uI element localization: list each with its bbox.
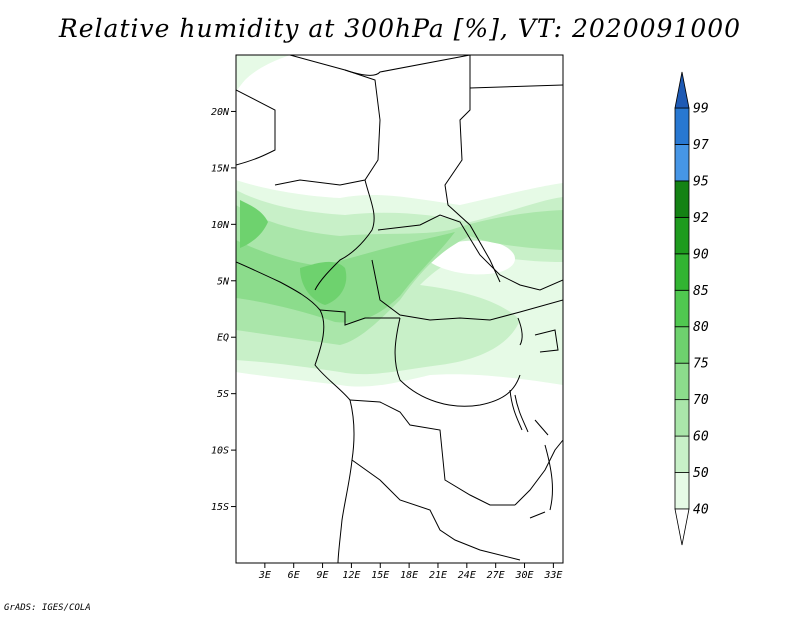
humidity-region-north-50	[236, 55, 290, 92]
border-6	[314, 179, 375, 291]
colorbar-label: 95	[693, 174, 709, 189]
border-1	[236, 89, 276, 166]
colorbar-label: 60	[693, 430, 709, 445]
colorbar-label: 92	[693, 211, 709, 226]
lake-4	[544, 444, 553, 511]
border-9	[319, 309, 400, 326]
colorbar-max-arrow	[674, 71, 690, 109]
lake-1	[509, 389, 523, 431]
lat-tick-label: EQ	[217, 333, 229, 344]
colorbar-label: 50	[693, 466, 709, 481]
colorbar-swatch	[674, 362, 690, 401]
border-11	[349, 399, 515, 506]
humidity-region-85	[240, 200, 268, 248]
lake-7	[534, 329, 559, 353]
lat-tick-label: 5S	[217, 389, 229, 400]
colorbar-swatch	[674, 253, 690, 291]
colorbar-label: 70	[693, 393, 709, 408]
colorbar-swatch	[674, 435, 690, 473]
lake-3	[534, 419, 549, 436]
border-13	[514, 439, 563, 506]
lon-tick-label: 21E	[429, 570, 447, 581]
lon-tick-label: 9E	[317, 570, 329, 581]
lon-tick-label: 3E	[258, 570, 271, 581]
lon-tick-label: 15E	[371, 570, 389, 581]
lat-tick-label: 10N	[211, 220, 230, 231]
latitude-ticks: 20N 15N 10N 5N EQ 5S 10S 15S	[211, 107, 236, 513]
lake-6	[517, 317, 523, 346]
border-3	[344, 55, 471, 76]
colorbar-swatch	[674, 144, 690, 182]
lat-tick-label: 15N	[211, 163, 230, 174]
colorbar-swatch	[674, 289, 690, 328]
lon-tick-label: 27E	[487, 570, 505, 581]
country-borders	[236, 55, 563, 563]
lat-tick-label: 15S	[211, 502, 229, 513]
lake-5	[529, 511, 546, 519]
colorbar-label: 90	[693, 247, 709, 262]
colorbar-swatch	[674, 107, 690, 145]
humidity-field	[236, 55, 563, 387]
colorbar-label: 80	[693, 320, 709, 335]
lon-tick-label: 12E	[342, 570, 360, 581]
colorbar-label: 85	[693, 284, 709, 299]
colorbar-swatch	[674, 180, 690, 218]
colorbar-min-arrow	[674, 508, 690, 546]
humidity-region-85-east	[300, 261, 347, 305]
lon-tick-label: 18E	[400, 570, 418, 581]
lon-tick-label: 24E	[458, 570, 476, 581]
colorbar-swatch	[674, 326, 690, 364]
lat-tick-label: 20N	[211, 107, 230, 118]
colorbar-swatch	[674, 216, 690, 255]
humidity-gap	[430, 240, 515, 275]
border-4	[444, 55, 501, 283]
colorbar-swatch	[674, 472, 690, 510]
colorbar: 40 50 60 70 75 80 85 90 92 95 97 99	[674, 71, 709, 546]
grads-credit: GrADS: IGES/COLA	[4, 603, 91, 613]
border-10	[394, 317, 521, 407]
longitude-ticks: 3E 6E 9E 12E 15E 18E 21E 24E 27E 30E 33E	[258, 563, 562, 581]
lat-tick-label: 5N	[217, 276, 230, 287]
coastline	[236, 261, 355, 563]
lake-2	[514, 394, 529, 433]
border-5	[469, 84, 563, 89]
lon-tick-label: 30E	[514, 570, 533, 581]
map-frame	[235, 54, 564, 564]
colorbar-label: 97	[693, 138, 709, 153]
lon-tick-label: 6E	[288, 570, 300, 581]
colorbar-label: 99	[693, 102, 709, 117]
colorbar-swatch	[674, 399, 690, 437]
colorbar-label: 40	[693, 503, 709, 518]
lon-tick-label: 33E	[543, 570, 562, 581]
lat-tick-label: 10S	[211, 446, 229, 457]
colorbar-label: 75	[693, 357, 709, 372]
border-12	[351, 459, 521, 561]
border-7	[377, 214, 563, 291]
border-8	[371, 259, 563, 321]
map-title: Relative humidity at 300hPa [%], VT: 202…	[58, 14, 742, 43]
